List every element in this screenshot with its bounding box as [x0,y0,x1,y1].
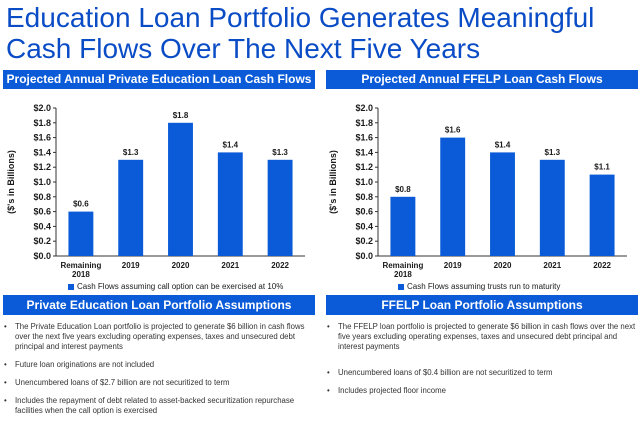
y-tick-label: $1.8 [355,118,373,128]
data-label: $1.3 [123,148,139,157]
y-tick-label: $0.0 [33,251,51,261]
list-item: The FFELP loan portfolio is projected to… [326,322,638,352]
y-tick-label: $0.2 [355,236,373,246]
list-item: Includes the repayment of debt related t… [3,396,315,416]
bar [118,159,144,256]
data-label: $1.4 [223,140,239,149]
ffelp-cash-flow-chart-svg: ($'s in Billions) $0.0 $0.2 $0.4 $0.6 $0.8 $1.… [328,103,627,279]
y-tick-label: $0.8 [33,192,51,202]
ffelp-cash-flow-chart: ($'s in Billions) $0.0 $0.2 $0.4 $0.6 $0.8 $1.… [322,92,640,282]
x-tick-label: 2020 [494,261,512,270]
x-tick-label: 2022 [271,261,289,270]
bar [168,122,193,256]
y-tick-label: $0.4 [33,221,51,231]
x-tick-label: 2018 [72,270,90,279]
data-label: $1.4 [495,140,511,149]
x-tick-label: 2021 [221,261,239,270]
bar [490,152,515,256]
private-chart-legend: Cash Flows assuming call option can be e… [68,282,283,291]
ffelp-chart-legend: Cash Flows assuming trusts run to maturi… [398,282,560,291]
x-tick-label: 2022 [593,261,611,270]
bar [539,159,565,256]
legend-swatch [398,283,404,290]
private-chart-header: Projected Annual Private Education Loan … [3,70,315,89]
x-tick-label: 2021 [543,261,561,270]
y-tick-label: $1.6 [33,133,51,143]
data-label: $0.6 [73,200,89,209]
bar [68,211,94,256]
private-assumptions-header: Private Education Loan Portfolio Assumpt… [3,295,315,315]
private-cash-flow-chart-svg: ($'s in Billions) $0.0 $0.2 $0.4 $0.6 $0.8 $1.… [6,103,305,279]
page-title-line-1: Education Loan Portfolio Generates Meani… [6,2,595,33]
bar [440,137,466,256]
y-tick-label: $1.6 [355,133,373,143]
y-tick-label: $1.2 [33,162,51,172]
bar [267,159,293,256]
data-label: $1.6 [445,126,461,135]
legend-swatch [68,283,74,290]
page-title-line-2: Cash Flows Over The Next Five Years [6,33,481,64]
list-item: Unencumbered loans of $0.4 billion are n… [326,368,638,378]
x-tick-label: Remaining [60,261,101,270]
x-tick-label: 2019 [444,261,462,270]
private-legend-label: Cash Flows assuming call option can be e… [77,282,284,291]
data-label: $1.8 [173,111,189,120]
y-tick-label: $0.4 [355,221,373,231]
y-tick-label: $2.0 [33,103,51,113]
ffelp-legend-label: Cash Flows assuming trusts run to maturi… [407,282,561,291]
y-tick-label: $1.8 [33,118,51,128]
y-tick-label: $1.4 [33,147,51,157]
page-title: Education Loan Portfolio Generates Meani… [6,2,636,64]
ffelp-assumptions-list: The FFELP loan portfolio is projected to… [326,322,638,396]
data-label: $1.3 [545,148,561,157]
list-item: The Private Education Loan portfolio is … [3,322,315,352]
y-tick-label: $0.0 [355,251,373,261]
data-label: $1.1 [594,163,610,172]
y-tick-label: $1.0 [33,177,51,187]
y-tick-label: $0.6 [355,207,373,217]
x-tick-label: Remaining [382,261,423,270]
list-item: Includes projected floor income [326,386,638,396]
private-cash-flow-chart: ($'s in Billions) $0.0 $0.2 $0.4 $0.6 $0.8 $1.… [0,92,318,282]
y-tick-label: $1.0 [355,177,373,187]
list-item: Unencumbered loans of $2.7 billion are n… [3,378,315,388]
x-tick-label: 2018 [394,270,412,279]
bar [589,174,615,256]
bar [390,196,416,256]
y-tick-label: $0.6 [33,207,51,217]
y-tick-label: $1.2 [355,162,373,172]
data-label: $0.8 [395,185,411,194]
y-axis-label: ($'s in Billions) [328,150,338,214]
x-tick-label: 2019 [122,261,140,270]
y-tick-label: $0.8 [355,192,373,202]
ffelp-chart-header: Projected Annual FFELP Loan Cash Flows [326,70,638,89]
y-tick-label: $0.2 [33,236,51,246]
bar [217,152,243,256]
y-axis-label: ($'s in Billions) [6,150,16,214]
y-tick-label: $2.0 [355,103,373,113]
x-tick-label: 2020 [172,261,190,270]
ffelp-assumptions-header: FFELP Loan Portfolio Assumptions [326,295,638,315]
y-tick-label: $1.4 [355,147,373,157]
data-label: $1.3 [272,148,288,157]
list-item: Future loan originations are not include… [3,360,315,370]
private-assumptions-list: The Private Education Loan portfolio is … [3,322,315,416]
